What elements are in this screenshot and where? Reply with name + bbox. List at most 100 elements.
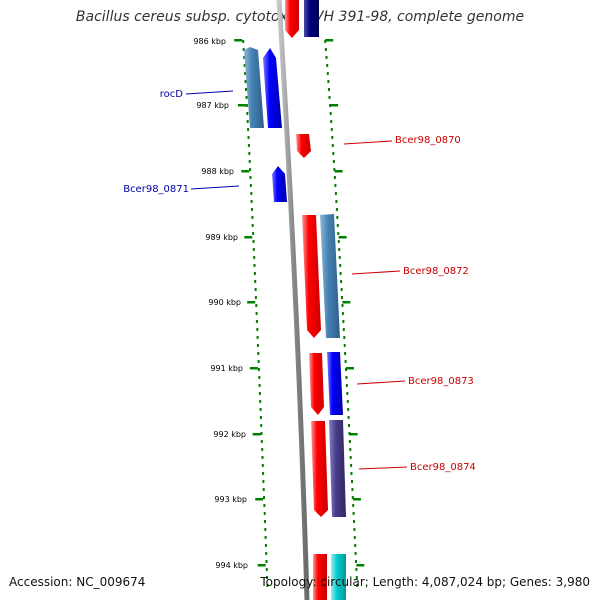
ruler-labels: 986 kbp 987 kbp 988 kbp 989 kbp 990 kbp … bbox=[193, 37, 248, 570]
ruler-dot bbox=[351, 496, 354, 499]
gene-label-Bcer98_0872[interactable]: Bcer98_0872 bbox=[403, 266, 469, 277]
gene-feature[interactable] bbox=[304, 0, 319, 37]
ruler-dot bbox=[255, 304, 258, 307]
gene-feature[interactable] bbox=[263, 48, 282, 128]
gene-feature-Bcer98_0870[interactable] bbox=[296, 134, 311, 158]
ruler-dot bbox=[353, 536, 356, 539]
ruler-dot bbox=[252, 232, 255, 235]
map-title: Bacillus cereus subsp. cytotoxis NVH 391… bbox=[75, 9, 525, 25]
ruler-dot bbox=[255, 312, 258, 315]
gene-feature-Bcer98_0872[interactable] bbox=[302, 215, 321, 338]
ruler-dot bbox=[345, 384, 348, 387]
ruler-dot bbox=[345, 376, 348, 379]
gene-label-Bcer98_0871[interactable]: Bcer98_0871 bbox=[123, 184, 189, 195]
ruler-dot bbox=[333, 168, 336, 171]
gene-feature[interactable] bbox=[327, 352, 343, 415]
ruler-dot bbox=[258, 376, 261, 379]
ruler-dot bbox=[326, 72, 329, 75]
ruler-dot bbox=[355, 560, 357, 563]
gene-feature-Bcer98_0873[interactable] bbox=[309, 353, 324, 415]
ruler-dot bbox=[248, 152, 251, 155]
gene-label-Bcer98_0870[interactable]: Bcer98_0870 bbox=[395, 135, 461, 146]
ruler-dot bbox=[344, 360, 347, 363]
ruler-dot bbox=[245, 88, 247, 91]
ruler-dot bbox=[250, 192, 253, 195]
ruler-dot bbox=[243, 64, 246, 67]
ruler-dot bbox=[333, 176, 336, 179]
accession-text: Accession: NC_009674 bbox=[9, 575, 146, 589]
gene-labels: rocD Bcer98_0870 Bcer98_0871 Bcer98_0872… bbox=[123, 89, 476, 473]
ruler-dot bbox=[351, 488, 354, 491]
ruler-dot bbox=[355, 568, 358, 571]
gene-feature[interactable] bbox=[329, 420, 346, 517]
ruler-dot bbox=[260, 440, 263, 443]
ruler-dot bbox=[247, 144, 250, 147]
ruler-dot bbox=[347, 408, 350, 411]
ruler-tick-right bbox=[356, 564, 365, 567]
ruler-dot bbox=[348, 440, 351, 443]
ruler-dot bbox=[242, 48, 245, 51]
ruler-dot bbox=[245, 104, 248, 107]
ruler-dot bbox=[250, 200, 253, 203]
ruler-dot bbox=[349, 448, 352, 451]
ruler-dot bbox=[258, 384, 261, 387]
ruler-tick-right bbox=[349, 433, 358, 436]
ruler-tick-left bbox=[241, 170, 250, 173]
gene-feature[interactable] bbox=[285, 0, 299, 38]
gene-label-Bcer98_0874[interactable]: Bcer98_0874 bbox=[410, 462, 476, 473]
ruler-dot bbox=[254, 280, 257, 283]
ruler-dot bbox=[334, 192, 337, 195]
gene-feature[interactable] bbox=[313, 554, 327, 600]
ruler-dot bbox=[343, 336, 346, 339]
ruler-dot bbox=[253, 264, 256, 267]
gene-feature-Bcer98_0874[interactable] bbox=[311, 421, 328, 517]
ruler-tick-right bbox=[352, 498, 361, 501]
ruler-label: 988 kbp bbox=[201, 167, 234, 176]
ruler-dot bbox=[341, 312, 344, 315]
ruler-label: 986 kbp bbox=[193, 37, 226, 46]
ruler-dot bbox=[355, 576, 358, 579]
ruler-dot bbox=[350, 464, 353, 467]
ruler-dot bbox=[259, 416, 262, 419]
ruler-dot bbox=[246, 112, 249, 115]
ruler-dot bbox=[337, 232, 340, 235]
ruler-dot bbox=[256, 328, 259, 331]
ruler-dot bbox=[254, 288, 257, 291]
ruler-dot bbox=[244, 72, 247, 75]
ruler-tick-right bbox=[342, 301, 351, 304]
ruler-dot bbox=[339, 264, 342, 267]
gene-label-Bcer98_0873[interactable]: Bcer98_0873 bbox=[408, 376, 474, 387]
ruler-dot bbox=[257, 352, 260, 355]
ruler-dots-right bbox=[324, 40, 359, 587]
gene-feature[interactable] bbox=[331, 554, 346, 600]
ruler-dot bbox=[248, 160, 251, 163]
ruler-tick-right bbox=[334, 170, 343, 173]
genome-backbone bbox=[276, 0, 310, 600]
gene-feature-Bcer98_0871[interactable] bbox=[272, 166, 287, 202]
ruler-dot bbox=[354, 544, 357, 547]
gene-feature-rocD[interactable] bbox=[244, 47, 264, 128]
ruler-dot bbox=[242, 40, 245, 43]
ruler-tick-right bbox=[338, 236, 347, 239]
gene-label-rocD[interactable]: rocD bbox=[160, 89, 184, 100]
ruler-dot bbox=[265, 552, 268, 555]
ruler-dot bbox=[249, 176, 252, 179]
ruler-dot bbox=[259, 408, 262, 411]
ruler-dot bbox=[353, 528, 356, 531]
ruler-tick-left bbox=[255, 498, 264, 501]
ruler-dot bbox=[343, 344, 346, 347]
ruler-dot bbox=[330, 128, 333, 131]
ruler-dot bbox=[251, 208, 253, 211]
label-leader-Bcer98_0870 bbox=[343, 140, 393, 145]
ruler-dot bbox=[351, 480, 353, 483]
label-leaders bbox=[185, 90, 408, 470]
ruler-tick-left bbox=[237, 104, 246, 107]
label-leader-rocD bbox=[185, 90, 234, 95]
ruler-dot bbox=[334, 184, 337, 187]
ruler-dot bbox=[261, 464, 264, 467]
ruler-ticks bbox=[234, 39, 365, 567]
ruler-dot bbox=[266, 576, 269, 579]
gene-feature[interactable] bbox=[320, 214, 340, 338]
